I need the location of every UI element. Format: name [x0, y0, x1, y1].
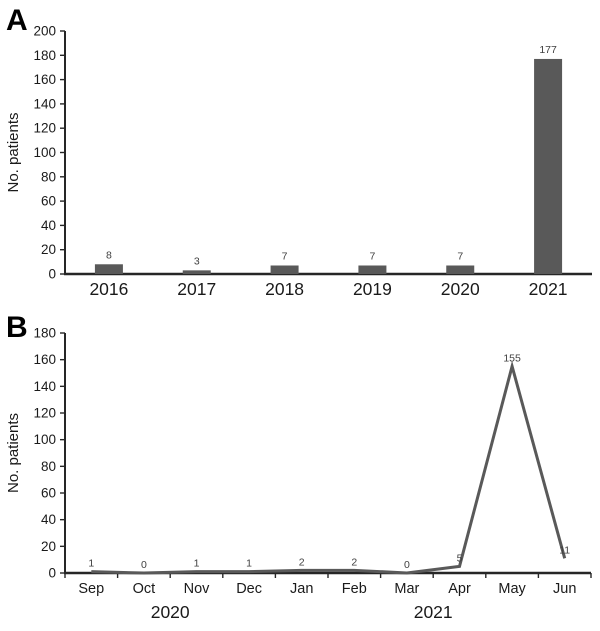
bar-2020	[446, 265, 475, 274]
y-axis-title: No. patients	[5, 413, 22, 493]
bar-value-label: 7	[282, 250, 288, 262]
month-label: Mar	[394, 581, 419, 597]
x-category-label: 2020	[441, 279, 480, 299]
year-group-label: 2020	[151, 602, 190, 622]
panel-a-label: A	[6, 4, 28, 37]
x-category-label: 2018	[265, 279, 304, 299]
month-label: Nov	[184, 581, 211, 597]
y-tick-label: 120	[33, 406, 56, 421]
point-value-label: 11	[559, 544, 570, 556]
month-label: Jun	[553, 581, 576, 597]
x-category-label: 2016	[89, 279, 128, 299]
bar-value-label: 3	[194, 255, 200, 267]
patients-trend-line	[91, 360, 567, 575]
y-tick-label: 180	[33, 48, 56, 63]
y-tick-label: 100	[33, 432, 56, 447]
y-tick-label: 0	[48, 267, 56, 282]
y-tick-label: 180	[33, 326, 56, 341]
y-tick-label: 160	[33, 352, 56, 367]
bar-2017	[182, 270, 211, 274]
point-value-label: 0	[141, 559, 147, 571]
x-category-label: 2017	[177, 279, 216, 299]
y-tick-label: 200	[33, 24, 56, 39]
point-value-label: 1	[88, 558, 94, 570]
month-label: Oct	[133, 581, 156, 597]
point-value-label: 1	[246, 558, 252, 570]
point-value-label: 1	[194, 558, 200, 570]
panel-a-bar-chart: 0 20 40 60 80 100 120 140 160 180 200 No. patients 8…	[5, 24, 592, 299]
bar-value-label: 7	[369, 250, 375, 262]
y-tick-label: 60	[41, 194, 56, 209]
y-tick-label: 80	[41, 459, 56, 474]
y-tick-label: 140	[33, 379, 56, 394]
month-label: Apr	[448, 581, 471, 597]
point-value-label: 0	[404, 559, 410, 571]
month-label: May	[498, 581, 526, 597]
bar-2021	[534, 58, 563, 274]
month-label: Sep	[78, 581, 104, 597]
bar-value-label: 8	[106, 249, 112, 261]
bar-2019	[358, 265, 387, 274]
y-tick-label: 60	[41, 486, 56, 501]
bar-2018	[270, 265, 299, 274]
y-tick-label: 120	[33, 121, 56, 136]
x-category-label: 2021	[529, 279, 568, 299]
panel-b-label: B	[6, 311, 28, 344]
month-label: Dec	[236, 581, 262, 597]
y-tick-label: 160	[33, 72, 56, 87]
month-label: Feb	[342, 581, 367, 597]
y-tick-label: 20	[41, 539, 56, 554]
y-tick-label: 40	[41, 218, 56, 233]
bar-value-label: 177	[539, 44, 557, 56]
point-value-label: 5	[457, 552, 463, 564]
y-tick-label: 0	[48, 566, 56, 581]
y-axis-title: No. patients	[5, 112, 22, 192]
point-value-label: 155	[503, 352, 521, 364]
bar-value-label: 7	[457, 250, 463, 262]
y-tick-label: 40	[41, 512, 56, 527]
month-label: Jan	[290, 581, 313, 597]
bar-2016	[94, 264, 123, 274]
y-tick-label: 100	[33, 145, 56, 160]
point-value-label: 2	[299, 556, 305, 568]
point-value-label: 2	[351, 556, 357, 568]
x-category-label: 2019	[353, 279, 392, 299]
y-tick-label: 140	[33, 96, 56, 111]
y-tick-label: 80	[41, 169, 56, 184]
y-tick-label: 20	[41, 242, 56, 257]
year-group-label: 2021	[414, 602, 453, 622]
